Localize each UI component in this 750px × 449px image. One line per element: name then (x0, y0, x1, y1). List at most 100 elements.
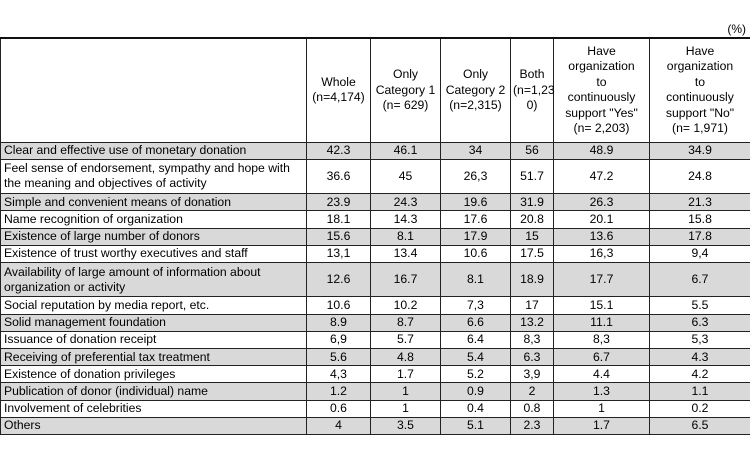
cell-whole: 8.9 (306, 313, 371, 332)
cell-only-category-2: 7,3 (440, 296, 511, 315)
row-label: Feel sense of endorsement, sympathy and … (0, 158, 307, 195)
table-row: Receiving of preferential tax treatment … (0, 347, 750, 367)
cell-only-category-2: 17.9 (440, 227, 511, 246)
cell-only-category-2: 8.1 (440, 261, 511, 298)
cell-support-no: 21.3 (649, 193, 750, 212)
table-row: Social reputation by media report, etc. … (0, 296, 750, 315)
row-label: Existence of trust worthy executives and… (0, 244, 307, 263)
cell-support-yes: 15.1 (553, 296, 650, 315)
column-header-label (0, 37, 307, 143)
cell-both: 13.2 (510, 313, 554, 332)
cell-support-yes: 1 (553, 399, 650, 418)
column-header-whole: Whole (n=4,174) (306, 37, 371, 143)
cell-whole: 4,3 (306, 365, 371, 384)
cell-only-category-1: 3.5 (370, 416, 441, 435)
donation-reasons-table: Whole (n=4,174) Only Category 1 (n= 629)… (0, 37, 750, 435)
cell-only-category-2: 10.6 (440, 244, 511, 263)
cell-support-no: 24.8 (649, 158, 750, 195)
cell-only-category-2: 0.9 (440, 382, 511, 401)
cell-support-yes: 47.2 (553, 158, 650, 195)
row-label: Publication of donor (individual) name (0, 382, 307, 401)
cell-both: 20.8 (510, 210, 554, 229)
cell-support-no: 15.8 (649, 210, 750, 229)
cell-only-category-2: 0.4 (440, 399, 511, 418)
cell-support-yes: 4.4 (553, 365, 650, 384)
table-row: Solid management foundation 8.9 8.7 6.6 … (0, 313, 750, 332)
cell-only-category-2: 26,3 (440, 158, 511, 195)
cell-only-category-1: 1.7 (370, 365, 441, 384)
table-row: Existence of large number of donors 15.6… (0, 227, 750, 246)
table-row: Clear and effective use of monetary dona… (0, 141, 750, 160)
cell-support-yes: 48.9 (553, 141, 650, 160)
table-row: Simple and convenient means of donation … (0, 193, 750, 212)
cell-support-no: 17.8 (649, 227, 750, 246)
table-header: Whole (n=4,174) Only Category 1 (n= 629)… (0, 37, 750, 143)
cell-both: 17.5 (510, 244, 554, 263)
cell-whole: 6,9 (306, 330, 371, 350)
cell-both: 6.3 (510, 347, 554, 367)
cell-both: 18.9 (510, 261, 554, 298)
cell-whole: 4 (306, 416, 371, 435)
table-row: Publication of donor (individual) name 1… (0, 382, 750, 401)
row-label: Social reputation by media report, etc. (0, 296, 307, 315)
row-label: Issuance of donation receipt (0, 330, 307, 350)
cell-only-category-1: 4.8 (370, 347, 441, 367)
cell-whole: 5.6 (306, 347, 371, 367)
cell-only-category-1: 1 (370, 399, 441, 418)
cell-support-no: 5,3 (649, 330, 750, 350)
cell-support-yes: 1.3 (553, 382, 650, 401)
cell-support-yes: 11.1 (553, 313, 650, 332)
table-row: Existence of donation privileges 4,3 1.7… (0, 365, 750, 384)
cell-both: 2.3 (510, 416, 554, 435)
table-body: Clear and effective use of monetary dona… (0, 141, 750, 435)
cell-only-category-2: 6.4 (440, 330, 511, 350)
table-row: Feel sense of endorsement, sympathy and … (0, 158, 750, 195)
cell-only-category-1: 24.3 (370, 193, 441, 212)
unit-label: (%) (727, 22, 746, 36)
column-header-only-category-2: Only Category 2 (n=2,315) (440, 37, 511, 143)
cell-whole: 0.6 (306, 399, 371, 418)
cell-both: 3,9 (510, 365, 554, 384)
row-label: Name recognition of organization (0, 210, 307, 229)
cell-only-category-1: 16.7 (370, 261, 441, 298)
cell-both: 15 (510, 227, 554, 246)
cell-only-category-2: 6.6 (440, 313, 511, 332)
cell-support-yes: 8,3 (553, 330, 650, 350)
cell-both: 0.8 (510, 399, 554, 418)
table-row: Existence of trust worthy executives and… (0, 244, 750, 263)
cell-support-yes: 6.7 (553, 347, 650, 367)
cell-support-no: 1.1 (649, 382, 750, 401)
cell-support-no: 9,4 (649, 244, 750, 263)
cell-whole: 23.9 (306, 193, 371, 212)
cell-support-no: 4.2 (649, 365, 750, 384)
cell-both: 51.7 (510, 158, 554, 195)
cell-both: 56 (510, 141, 554, 160)
header-row: Whole (n=4,174) Only Category 1 (n= 629)… (0, 37, 750, 143)
cell-support-no: 6.3 (649, 313, 750, 332)
cell-only-category-1: 1 (370, 382, 441, 401)
row-label: Availability of large amount of informat… (0, 261, 307, 298)
column-header-only-category-1: Only Category 1 (n= 629) (370, 37, 441, 143)
cell-support-no: 6.7 (649, 261, 750, 298)
cell-only-category-2: 5.1 (440, 416, 511, 435)
cell-support-yes: 1.7 (553, 416, 650, 435)
cell-only-category-2: 5.2 (440, 365, 511, 384)
cell-whole: 15.6 (306, 227, 371, 246)
cell-whole: 1.2 (306, 382, 371, 401)
table-row: Availability of large amount of informat… (0, 261, 750, 298)
table-row: Involvement of celebrities 0.6 1 0.4 0.8… (0, 399, 750, 418)
cell-whole: 36.6 (306, 158, 371, 195)
row-label: Receiving of preferential tax treatment (0, 347, 307, 367)
cell-support-yes: 17.7 (553, 261, 650, 298)
row-label: Others (0, 416, 307, 435)
cell-both: 8,3 (510, 330, 554, 350)
column-header-both: Both (n=1,23 0) (510, 37, 555, 143)
cell-support-no: 6.5 (649, 416, 750, 435)
cell-only-category-1: 8.7 (370, 313, 441, 332)
cell-support-no: 0.2 (649, 399, 750, 418)
cell-both: 31.9 (510, 193, 554, 212)
cell-both: 2 (510, 382, 554, 401)
column-header-support-yes: Have organization to continuously suppor… (553, 37, 650, 143)
row-label: Solid management foundation (0, 313, 307, 332)
cell-only-category-2: 34 (440, 141, 511, 160)
